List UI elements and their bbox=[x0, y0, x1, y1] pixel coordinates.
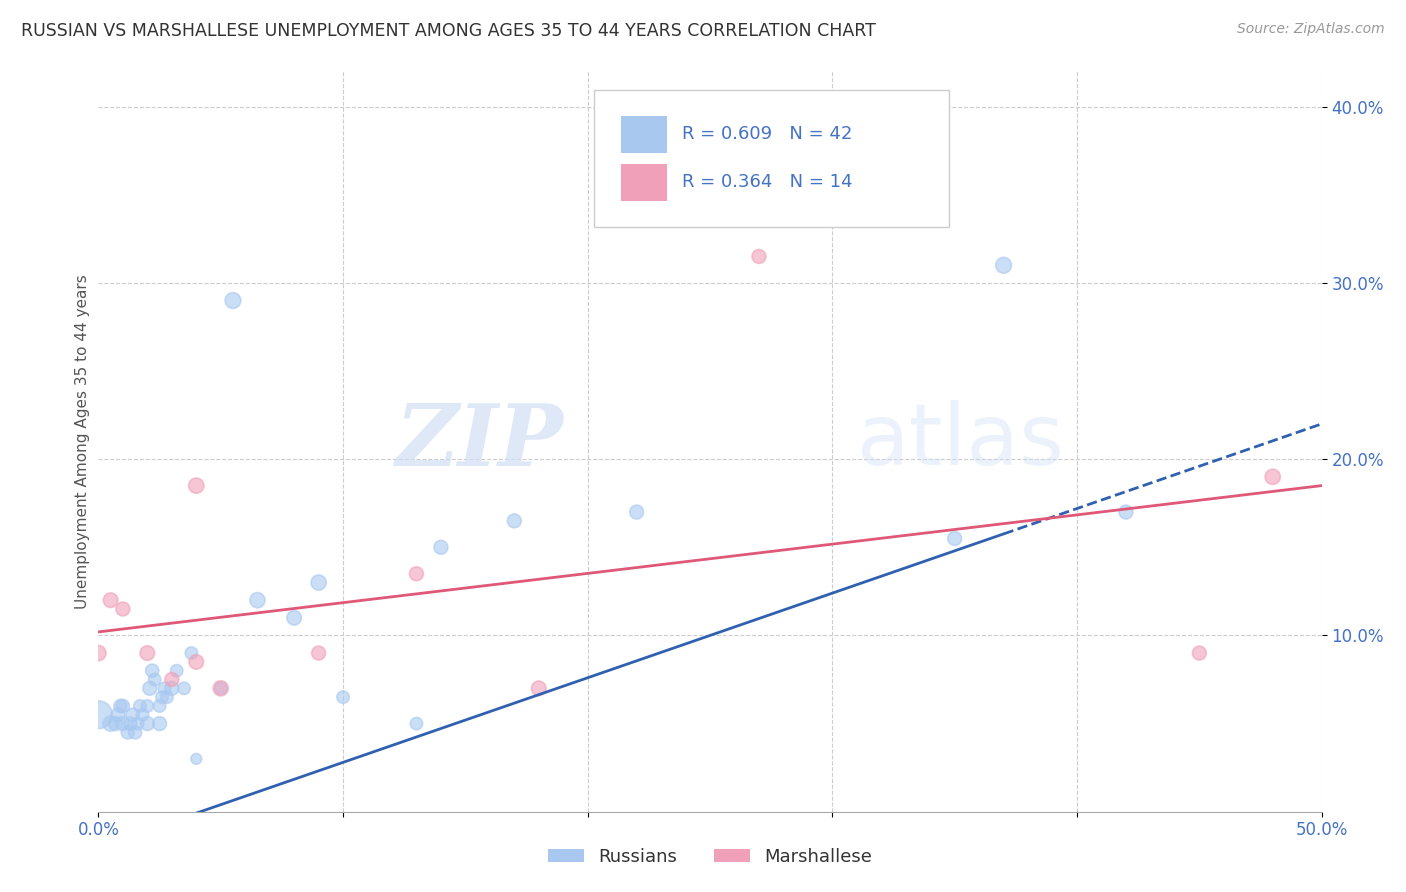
Point bbox=[100, 593, 122, 607]
Point bbox=[127, 716, 149, 731]
Point bbox=[141, 664, 163, 678]
Point bbox=[117, 725, 139, 739]
Point bbox=[139, 681, 162, 696]
Point bbox=[124, 725, 146, 739]
Point bbox=[748, 250, 770, 264]
Point bbox=[283, 611, 305, 625]
Point bbox=[136, 716, 159, 731]
Point bbox=[308, 575, 330, 590]
Point bbox=[186, 478, 208, 492]
Point bbox=[160, 681, 183, 696]
Text: R = 0.609   N = 42: R = 0.609 N = 42 bbox=[682, 125, 852, 144]
Point bbox=[405, 716, 427, 731]
Point bbox=[153, 681, 176, 696]
Point bbox=[143, 673, 166, 687]
Point bbox=[149, 698, 172, 713]
Point bbox=[430, 541, 453, 555]
Point bbox=[222, 293, 245, 308]
Point bbox=[136, 646, 159, 660]
Text: atlas: atlas bbox=[856, 400, 1064, 483]
Point bbox=[166, 664, 188, 678]
Point bbox=[107, 707, 129, 722]
Point bbox=[209, 681, 232, 696]
Point bbox=[186, 655, 208, 669]
Point bbox=[111, 698, 134, 713]
Point bbox=[1188, 646, 1211, 660]
Point bbox=[1115, 505, 1137, 519]
Point bbox=[121, 707, 143, 722]
Point bbox=[160, 673, 183, 687]
Point bbox=[527, 681, 550, 696]
Point bbox=[110, 698, 132, 713]
Point bbox=[150, 690, 173, 705]
Point bbox=[308, 646, 330, 660]
FancyBboxPatch shape bbox=[593, 90, 949, 227]
Point bbox=[149, 716, 172, 731]
Point bbox=[87, 646, 110, 660]
Point bbox=[87, 707, 110, 722]
Point bbox=[626, 505, 648, 519]
Point bbox=[332, 690, 354, 705]
Point bbox=[111, 716, 134, 731]
Bar bbox=[620, 116, 668, 153]
Point bbox=[186, 752, 208, 766]
Y-axis label: Unemployment Among Ages 35 to 44 years: Unemployment Among Ages 35 to 44 years bbox=[75, 274, 90, 609]
Point bbox=[1261, 470, 1284, 484]
Point bbox=[136, 698, 159, 713]
Bar bbox=[620, 164, 668, 201]
Text: Source: ZipAtlas.com: Source: ZipAtlas.com bbox=[1237, 22, 1385, 37]
Point bbox=[129, 698, 152, 713]
Point bbox=[209, 681, 232, 696]
Point bbox=[156, 690, 179, 705]
Text: RUSSIAN VS MARSHALLESE UNEMPLOYMENT AMONG AGES 35 TO 44 YEARS CORRELATION CHART: RUSSIAN VS MARSHALLESE UNEMPLOYMENT AMON… bbox=[21, 22, 876, 40]
Point bbox=[120, 716, 142, 731]
Point bbox=[131, 707, 153, 722]
Point bbox=[993, 258, 1015, 272]
Text: ZIP: ZIP bbox=[395, 400, 564, 483]
Point bbox=[246, 593, 269, 607]
Point bbox=[503, 514, 526, 528]
Point bbox=[111, 602, 134, 616]
Point bbox=[943, 532, 966, 546]
Point bbox=[405, 566, 427, 581]
Point bbox=[100, 716, 122, 731]
Point bbox=[180, 646, 202, 660]
Point bbox=[104, 716, 127, 731]
Legend: Russians, Marshallese: Russians, Marshallese bbox=[541, 840, 879, 873]
Text: R = 0.364   N = 14: R = 0.364 N = 14 bbox=[682, 173, 852, 192]
Point bbox=[173, 681, 195, 696]
